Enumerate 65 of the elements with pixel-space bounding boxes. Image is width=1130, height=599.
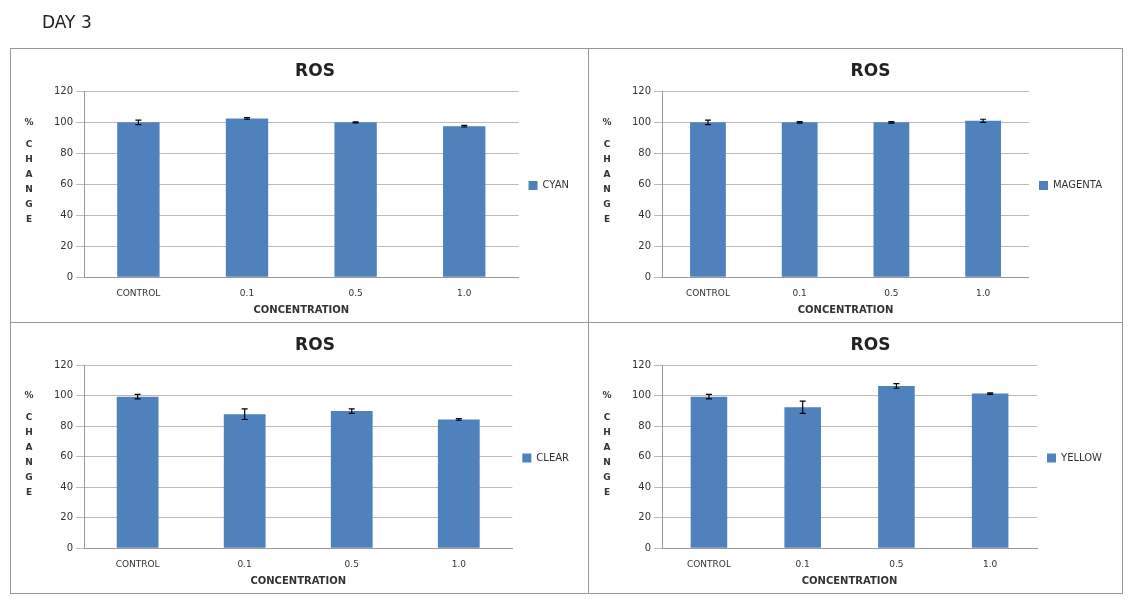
x-axis-title: CONCENTRATION	[253, 303, 350, 315]
y-tick-label: 60	[638, 450, 652, 462]
text: % CHANGE	[24, 116, 34, 224]
y-tick-label: 120	[53, 358, 74, 370]
legend-label: CYAN	[542, 179, 570, 191]
y-tick-label: 120	[631, 84, 652, 96]
x-tick-label: 1.0	[451, 558, 467, 569]
text: % CHANGE	[602, 390, 612, 498]
x-axis-title: CONCENTRATION	[801, 574, 898, 586]
bar	[330, 411, 373, 548]
y-tick-label: 40	[60, 480, 74, 492]
x-tick-label: 1.0	[975, 287, 991, 298]
x-tick-label: CONTROL	[115, 558, 160, 569]
y-tick-label: 60	[638, 177, 652, 189]
legend-label: CLEAR	[536, 451, 570, 463]
x-axis-title: CONCENTRATION	[250, 574, 347, 586]
chart-title: ROS	[850, 333, 891, 354]
y-tick-label: 60	[60, 177, 74, 189]
bar	[223, 414, 266, 548]
x-tick-label: 0.5	[889, 558, 904, 569]
y-tick-label: 80	[638, 419, 652, 431]
y-tick-label: 120	[631, 358, 652, 370]
legend-label: MAGENTA	[1052, 179, 1103, 191]
x-tick-label: 0.5	[348, 287, 363, 298]
x-tick-label: 1.0	[457, 287, 472, 298]
y-tick-label: 100	[53, 389, 74, 401]
y-tick-label: 80	[60, 419, 74, 431]
x-tick-label: 0.1	[792, 287, 807, 298]
chart-title: ROS	[850, 59, 891, 80]
y-tick-label: 80	[638, 146, 652, 158]
x-tick-label: CONTROL	[116, 287, 161, 298]
y-tick-label: 80	[60, 146, 74, 158]
y-tick-label: 120	[53, 84, 74, 96]
legend-label: YELLOW	[1060, 451, 1103, 463]
bar	[437, 419, 480, 548]
x-tick-label: 0.5	[344, 558, 359, 569]
x-tick-label: 0.1	[795, 558, 810, 569]
y-tick-label: 100	[631, 389, 652, 401]
x-tick-label: 0.5	[884, 287, 899, 298]
chart-title: ROS	[295, 59, 335, 80]
y-tick-label: 0	[66, 270, 74, 282]
y-tick-label: 0	[644, 270, 652, 282]
x-tick-label: CONTROL	[685, 287, 730, 298]
x-tick-label: 0.1	[239, 287, 255, 298]
x-tick-label: 0.1	[237, 558, 252, 569]
x-tick-label: CONTROL	[686, 558, 731, 569]
text: DAY 3	[42, 12, 92, 32]
y-tick-label: 0	[66, 541, 74, 553]
y-tick-label: 40	[60, 208, 74, 220]
y-tick-label: 40	[638, 480, 652, 492]
y-tick-label: 20	[60, 511, 74, 523]
y-tick-label: 20	[60, 239, 74, 251]
y-tick-label: 20	[638, 239, 652, 251]
text: % CHANGE	[602, 116, 612, 224]
y-tick-label: 40	[638, 208, 652, 220]
y-tick-label: 0	[644, 541, 652, 553]
y-tick-label: 20	[638, 511, 652, 523]
y-tick-label: 100	[631, 115, 652, 127]
bar	[116, 396, 159, 548]
x-axis-title: CONCENTRATION	[797, 303, 894, 315]
y-tick-label: 60	[60, 450, 74, 462]
x-tick-label: 1.0	[983, 558, 998, 569]
y-tick-label: 100	[53, 115, 74, 127]
text: % CHANGE	[24, 390, 34, 498]
chart-title: ROS	[295, 333, 335, 354]
